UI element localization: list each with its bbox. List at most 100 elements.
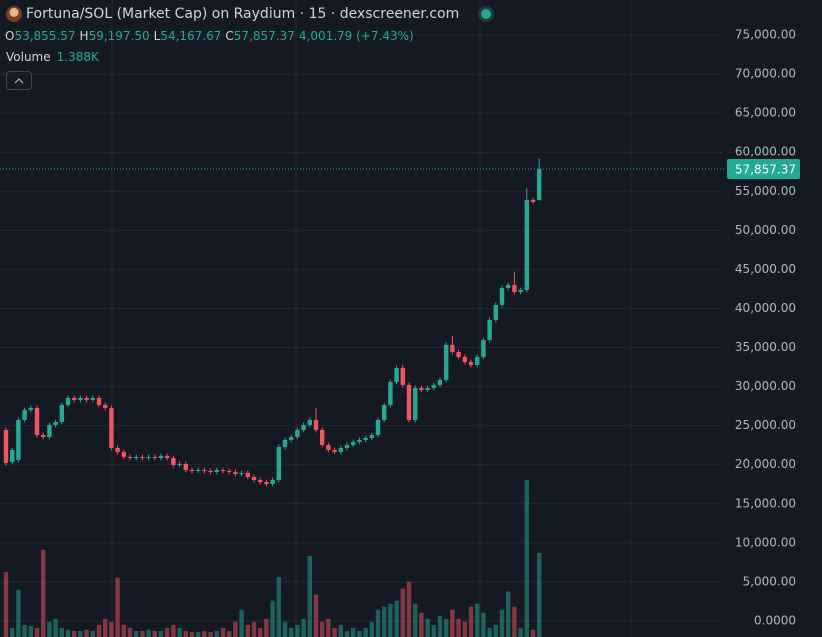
candle-body [90, 397, 95, 400]
volume-bar [239, 609, 244, 637]
candle-body [537, 168, 542, 201]
y-tick-label: 30,000.00 [735, 379, 796, 393]
candle-body [388, 381, 393, 405]
volume-bar [233, 621, 238, 637]
candle-body [462, 356, 467, 362]
volume-bar [462, 621, 467, 637]
candle-body [41, 434, 46, 437]
candle-body [332, 449, 337, 452]
candle-body [400, 367, 405, 385]
candle-body [3, 429, 9, 463]
volume-bar [158, 630, 164, 637]
candle-body [270, 479, 275, 484]
collapse-button[interactable] [6, 71, 32, 90]
volume-bar [431, 624, 436, 637]
volume-bar [332, 627, 337, 637]
candle-body [158, 455, 164, 458]
candle-body [53, 421, 58, 425]
candle-body [78, 397, 83, 400]
volume-bar [481, 612, 486, 637]
volume-bar [3, 572, 9, 637]
volume-bar [282, 621, 288, 637]
ohlc-key: L [153, 29, 161, 43]
y-tick-label: 10,000.00 [735, 535, 796, 549]
candle-body [468, 361, 474, 365]
volume-bar [351, 627, 356, 637]
volume-bar [425, 618, 430, 637]
candle-body [22, 409, 27, 420]
candle-body [450, 344, 455, 352]
y-tick-label: 40,000.00 [735, 301, 796, 315]
volume-bar [320, 621, 325, 637]
volume-bar [406, 581, 412, 637]
volume-bar [10, 627, 15, 637]
candle-body [47, 424, 52, 437]
candle-body [152, 456, 157, 458]
volume-bar [444, 618, 449, 637]
candle-body [475, 356, 480, 365]
ohlc-item: H59,197.50 [80, 29, 150, 43]
volume-bar [506, 591, 511, 637]
volume-bar [295, 624, 300, 637]
volume-bar [196, 632, 201, 637]
volume-value: 1.388K [56, 50, 99, 64]
candle-body [220, 469, 226, 471]
candle-body [239, 472, 244, 474]
candle-body [59, 404, 64, 422]
volume-bar [152, 630, 157, 637]
chart-title: Fortuna/SOL (Market Cap) on Raydium · 15… [26, 6, 460, 22]
candle-body [196, 469, 201, 471]
ohlc-item: C57,857.37 [225, 29, 294, 43]
volume-bar [227, 630, 232, 637]
candle-body [34, 407, 40, 435]
candle-body [177, 463, 182, 465]
ohlc-key: C [225, 29, 234, 43]
candle-body [103, 404, 108, 408]
candle-body [264, 481, 269, 484]
candle-body [487, 319, 492, 340]
last-price-label: 57,857.37 [735, 162, 796, 176]
candle-body [406, 384, 412, 420]
candle-body [320, 429, 325, 445]
volume-bar [400, 588, 405, 637]
candle-body [146, 456, 151, 458]
volume-bar [264, 618, 269, 637]
ohlc-legend: O53,855.57 H59,197.50 L54,167.67 C57,857.37… [5, 29, 414, 43]
candle-body [227, 470, 232, 472]
volume-bar [475, 603, 480, 637]
token-icon [6, 6, 22, 22]
candle-body [394, 367, 399, 382]
y-tick-label: 75,000.00 [735, 28, 796, 42]
y-tick-label: 65,000.00 [735, 106, 796, 120]
candle-body [499, 287, 505, 305]
volume-bar [456, 618, 461, 637]
y-tick-label: 25,000.00 [735, 418, 796, 432]
ohlc-value: 54,167.67 [160, 29, 222, 43]
candle-body [245, 472, 250, 477]
candle-body [506, 284, 511, 288]
volume-bar [487, 627, 492, 637]
volume-bar [326, 618, 331, 637]
last-price-box [727, 158, 800, 179]
candle-body [481, 339, 486, 357]
y-tick-label: 20,000.00 [735, 457, 796, 471]
y-tick-label: 50,000.00 [735, 223, 796, 237]
candle-body [431, 384, 436, 388]
volume-bar [183, 630, 188, 637]
candle-body [165, 455, 170, 458]
volume-bar [59, 627, 64, 637]
candle-body [96, 397, 102, 405]
volume-bar [369, 621, 374, 637]
volume-bar [22, 624, 27, 637]
candle-body [16, 419, 21, 460]
volume-bar [450, 609, 455, 637]
volume-bar [437, 615, 443, 637]
y-tick-label: 5,000.00 [743, 574, 796, 588]
candle-body [251, 476, 257, 480]
candle-body [326, 444, 331, 450]
volume-bar [388, 603, 393, 637]
candle-body [208, 470, 213, 472]
volume-bar [165, 627, 170, 637]
volume-bar [47, 621, 52, 637]
volume-bar [208, 632, 213, 637]
